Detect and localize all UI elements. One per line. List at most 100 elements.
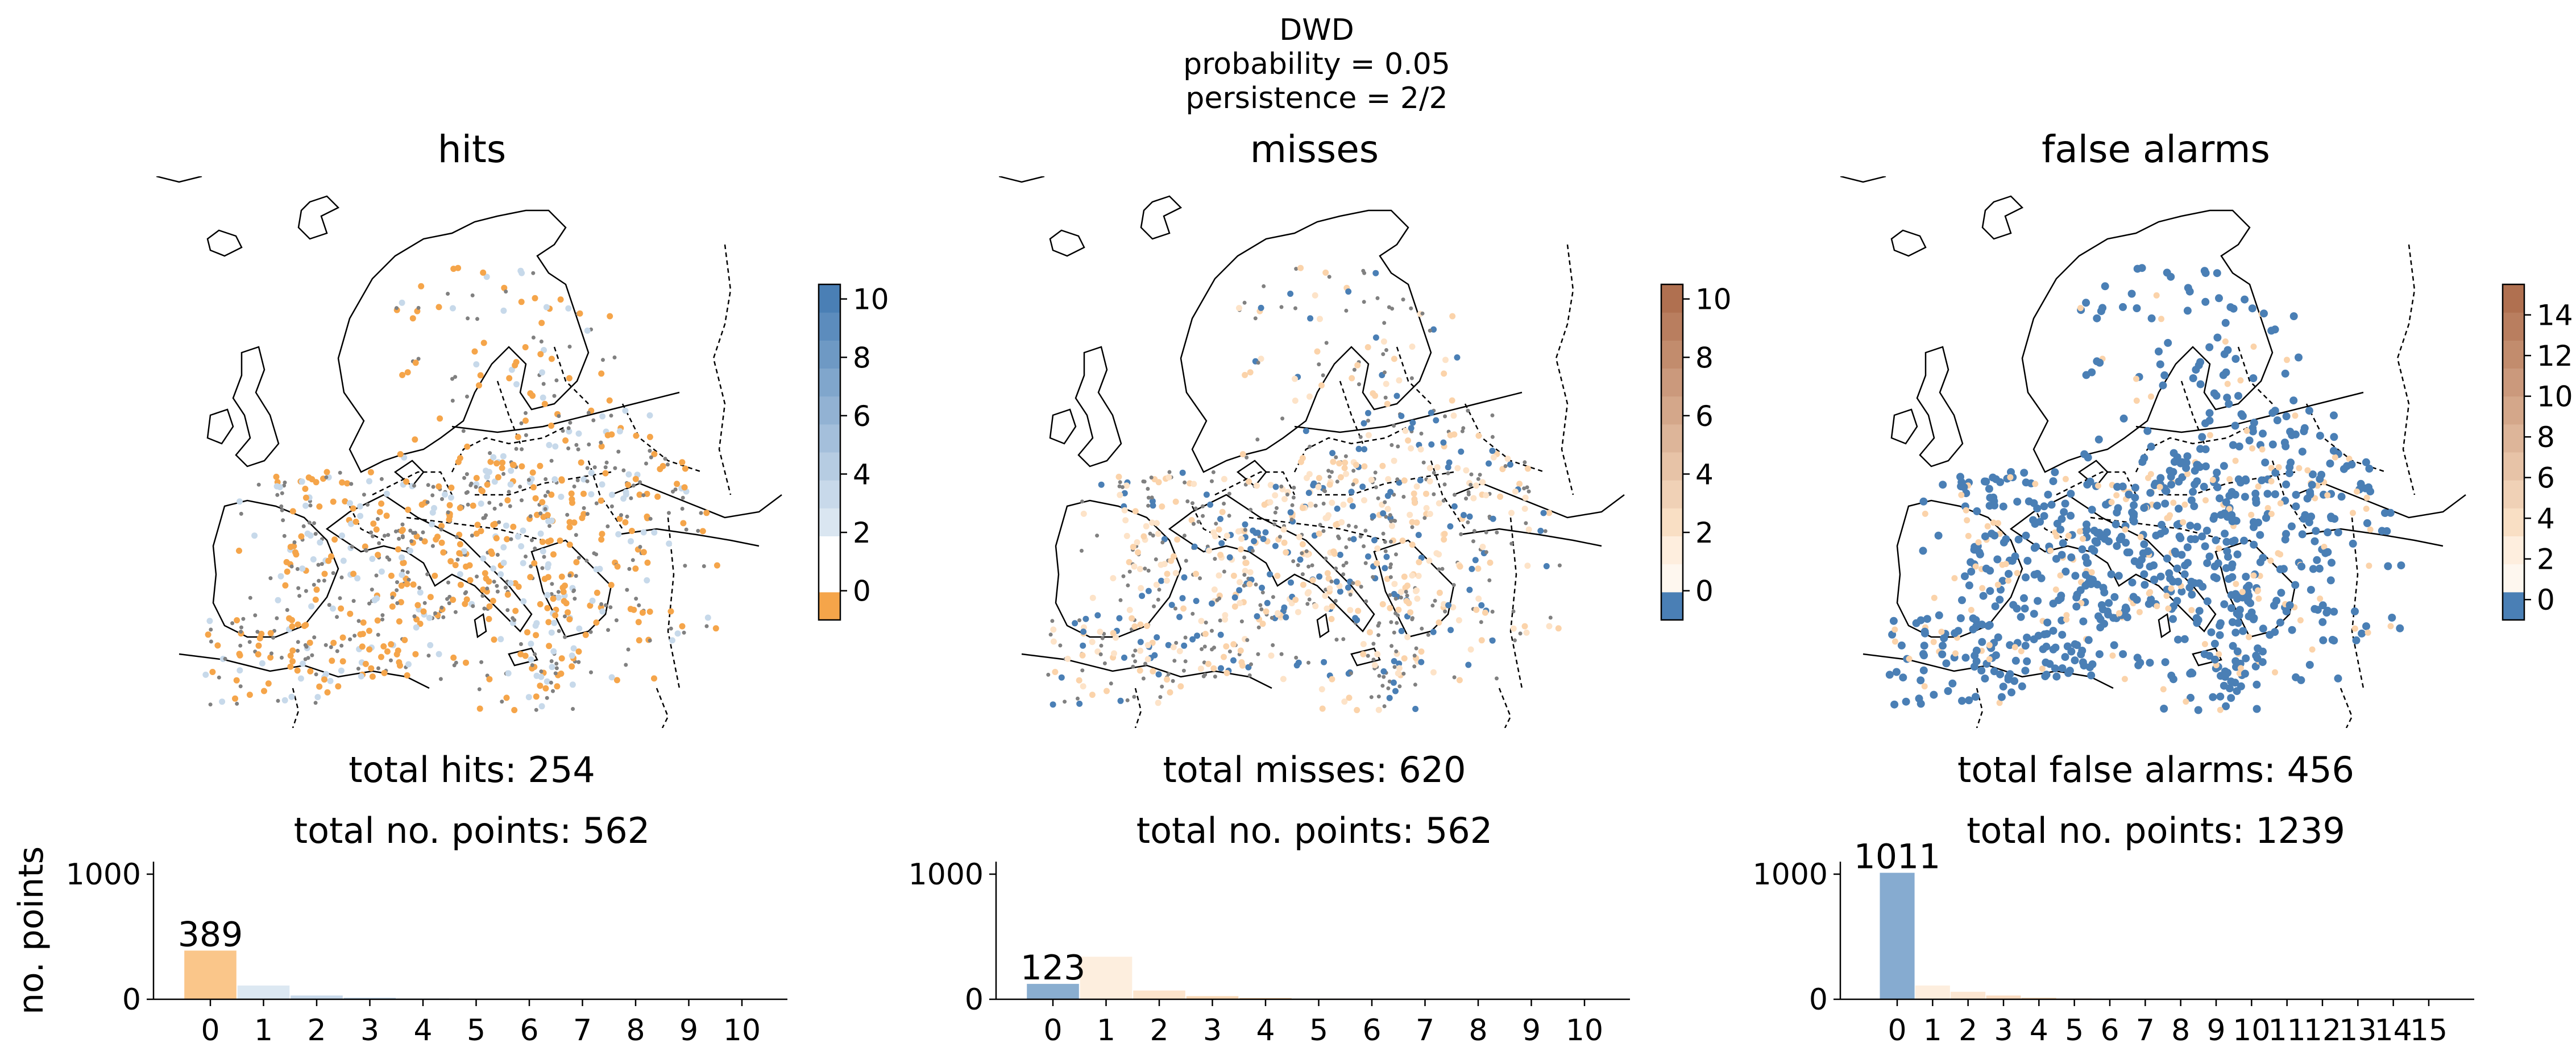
station-point	[1350, 536, 1357, 543]
station-point	[397, 662, 403, 669]
station-point	[1349, 503, 1356, 510]
station-point	[714, 562, 720, 569]
station-point	[1126, 583, 1130, 588]
colorbar-segment	[819, 564, 840, 593]
station-point	[1375, 706, 1382, 713]
station-point	[471, 348, 478, 355]
station-point	[1334, 455, 1338, 460]
station-point	[237, 652, 243, 659]
station-point	[412, 359, 419, 366]
station-point	[1968, 607, 1974, 613]
station-point	[1307, 501, 1314, 508]
station-point	[462, 475, 466, 480]
station-point	[530, 538, 534, 543]
station-point	[1144, 642, 1151, 648]
station-point	[2210, 573, 2218, 581]
station-point	[2326, 576, 2335, 585]
station-point	[2193, 523, 2201, 531]
station-point	[1268, 652, 1275, 659]
colorbar-segment	[819, 368, 840, 397]
station-point	[404, 369, 411, 376]
station-point	[1194, 632, 1201, 639]
station-point	[366, 478, 372, 485]
station-point	[1164, 570, 1171, 577]
station-point	[497, 636, 504, 643]
station-point	[2206, 432, 2213, 439]
station-point	[2277, 500, 2284, 507]
station-point	[247, 640, 252, 644]
station-point	[2080, 535, 2086, 542]
station-point	[2189, 374, 2197, 382]
station-point	[1986, 494, 1994, 502]
bar-0	[1880, 872, 1915, 999]
station-point	[314, 694, 321, 701]
station-point	[499, 460, 506, 466]
station-point	[2093, 314, 2101, 322]
colorbar-tick-label: 6	[1695, 400, 1714, 433]
station-point	[641, 493, 646, 498]
station-point	[1123, 532, 1130, 539]
station-point	[2156, 530, 2165, 538]
station-point	[2334, 528, 2342, 537]
station-point	[601, 358, 605, 362]
station-point	[2288, 431, 2296, 440]
station-point	[575, 648, 582, 655]
station-point	[614, 618, 619, 623]
map-panel-2	[999, 176, 1625, 728]
station-point	[322, 578, 326, 583]
station-point	[1132, 508, 1139, 515]
station-point	[550, 551, 557, 558]
station-point	[2090, 547, 2098, 555]
station-point	[475, 574, 479, 579]
station-point	[2363, 506, 2370, 512]
station-point	[602, 470, 609, 477]
bar-data-label: 123	[1021, 948, 1086, 988]
station-point	[1977, 667, 1986, 675]
points-label-3: total no. points: 1239	[1967, 810, 2345, 851]
station-point	[1361, 463, 1368, 470]
station-point	[1525, 485, 1529, 490]
station-point	[1345, 288, 1352, 295]
station-point	[549, 664, 555, 671]
station-point	[1387, 605, 1393, 611]
station-point	[2123, 613, 2131, 622]
station-point	[2205, 552, 2214, 561]
station-point	[2381, 509, 2389, 517]
station-point	[1380, 510, 1387, 517]
station-point	[1280, 676, 1287, 682]
station-point	[592, 465, 597, 470]
station-point	[1058, 674, 1065, 681]
station-point	[2180, 635, 2189, 643]
station-point	[2125, 490, 2133, 499]
station-point	[1540, 510, 1547, 516]
station-point	[308, 503, 313, 508]
station-point	[1451, 503, 1458, 510]
station-point	[2095, 650, 2104, 659]
station-point	[307, 668, 314, 675]
x-tick-label: 6	[520, 1014, 538, 1048]
station-point	[1142, 479, 1147, 484]
station-point	[545, 619, 552, 626]
station-point	[576, 625, 583, 632]
station-point	[1131, 653, 1135, 658]
station-point	[2091, 537, 2100, 545]
station-point	[312, 635, 317, 640]
station-point	[544, 605, 551, 611]
station-point	[518, 543, 525, 549]
station-point	[349, 482, 354, 486]
station-point	[646, 609, 653, 615]
station-point	[2107, 570, 2115, 578]
station-point	[2255, 587, 2262, 594]
station-point	[1490, 435, 1495, 439]
colorbar-tick-label: 10	[1695, 283, 1732, 316]
station-point	[283, 480, 287, 485]
station-point	[1421, 460, 1426, 465]
station-point	[1239, 451, 1246, 458]
station-point	[1381, 352, 1386, 357]
station-point	[2034, 597, 2042, 605]
station-point	[1259, 585, 1265, 591]
station-point	[623, 489, 629, 495]
station-point	[1336, 460, 1343, 467]
station-point	[1294, 655, 1299, 660]
